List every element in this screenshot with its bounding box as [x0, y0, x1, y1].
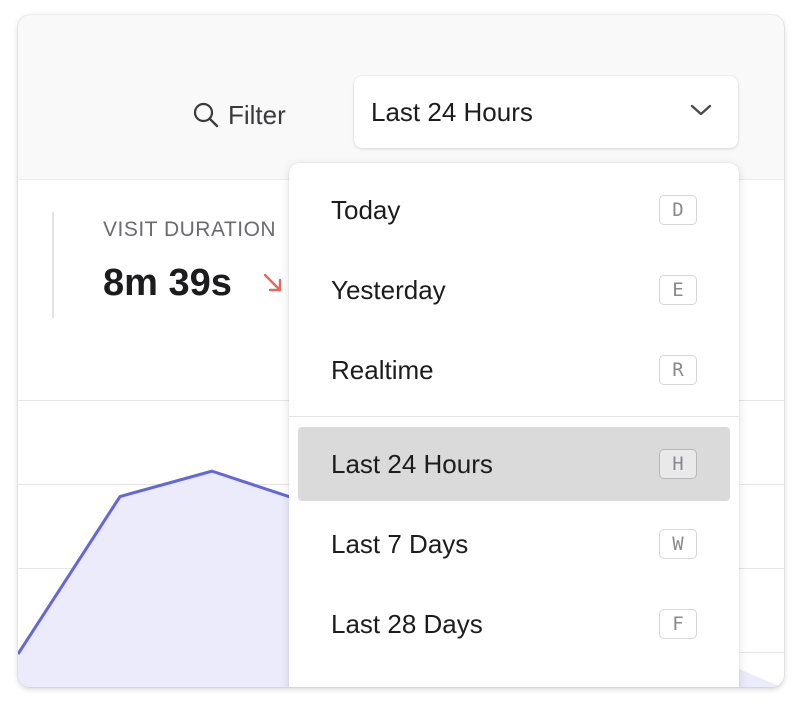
shortcut-key: E	[659, 275, 697, 305]
menu-option-label: Last 24 Hours	[331, 448, 493, 479]
shortcut-key: F	[659, 609, 697, 639]
shortcut-key: H	[659, 449, 697, 479]
filter-button[interactable]: Filter	[192, 95, 286, 135]
period-select[interactable]: Last 24 Hours	[354, 76, 738, 148]
menu-option-last-7-days[interactable]: Last 7 Days W	[298, 507, 730, 581]
menu-option-last-28-days[interactable]: Last 28 Days F	[298, 587, 730, 661]
dashboard-window: Filter Last 24 Hours VISIT DURATION 8m 3…	[18, 15, 784, 687]
period-select-value: Last 24 Hours	[371, 96, 533, 127]
shortcut-key: R	[659, 355, 697, 385]
period-dropdown-menu: Today D Yesterday E Realtime R Last 24 Hours H L…	[289, 163, 739, 687]
metric-value: 8m 39s	[103, 262, 232, 304]
menu-separator	[289, 416, 739, 417]
menu-option-label: Last 7 Days	[331, 528, 469, 559]
filter-label: Filter	[228, 99, 286, 130]
metric-divider	[52, 212, 54, 318]
menu-option-yesterday[interactable]: Yesterday E	[298, 253, 730, 327]
metric-label: VISIT DURATION	[103, 218, 277, 241]
search-icon	[192, 101, 220, 129]
menu-option-label: Realtime	[331, 354, 434, 385]
arrow-down-right-icon	[262, 272, 284, 299]
menu-option-label: Last 28 Days	[331, 608, 483, 639]
shortcut-key: W	[659, 529, 697, 559]
menu-option-last-24-hours[interactable]: Last 24 Hours H	[298, 427, 730, 501]
menu-option-label: Yesterday	[331, 274, 446, 305]
shortcut-key: D	[659, 195, 697, 225]
menu-option-today[interactable]: Today D	[298, 173, 730, 247]
menu-option-realtime[interactable]: Realtime R	[298, 333, 730, 407]
menu-option-label: Today	[331, 194, 401, 225]
chevron-down-icon	[690, 103, 712, 122]
